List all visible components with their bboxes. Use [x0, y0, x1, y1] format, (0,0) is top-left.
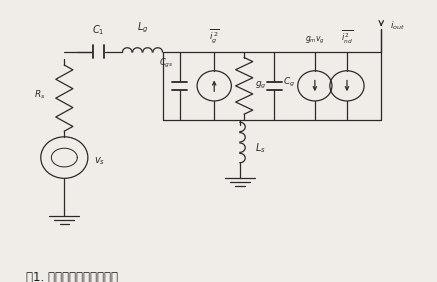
Text: 图1. 共源极小信号等效电路: 图1. 共源极小信号等效电路	[26, 271, 118, 282]
Text: $L_s$: $L_s$	[255, 141, 266, 155]
Text: $C_g$: $C_g$	[283, 76, 295, 89]
Text: $L_g$: $L_g$	[137, 21, 148, 35]
Text: $v_s$: $v_s$	[94, 155, 105, 167]
Text: $i_{out}$: $i_{out}$	[390, 19, 405, 32]
Text: $g_g$: $g_g$	[255, 80, 267, 91]
Text: $\overline{i_g^{\,2}}$: $\overline{i_g^{\,2}}$	[209, 28, 219, 46]
Text: $R_s$: $R_s$	[34, 88, 45, 101]
Text: $g_m v_g$: $g_m v_g$	[305, 35, 325, 46]
Text: $\overline{i_{nd}^{\,2}}$: $\overline{i_{nd}^{\,2}}$	[341, 28, 353, 46]
Text: $C_1$: $C_1$	[92, 23, 105, 37]
Text: $C_{gs}$: $C_{gs}$	[159, 57, 173, 70]
